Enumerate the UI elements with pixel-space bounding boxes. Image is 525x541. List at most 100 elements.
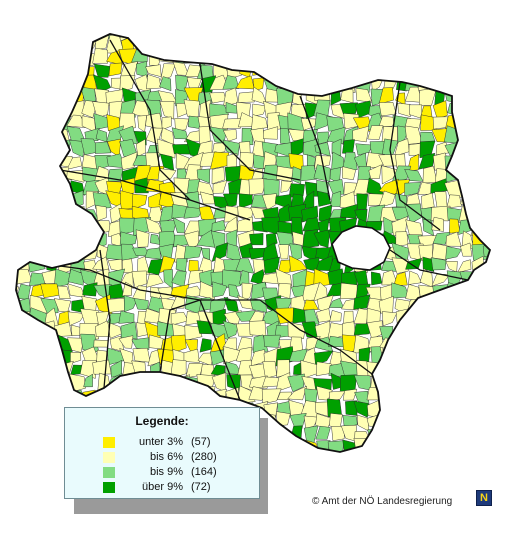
municipality-cell <box>288 183 305 198</box>
municipality-cell <box>144 247 161 260</box>
district-boundary <box>299 95 331 201</box>
municipality-cell <box>120 271 134 289</box>
municipality-cell <box>278 47 292 66</box>
municipality-cell <box>211 38 227 52</box>
municipality-cell <box>326 53 342 68</box>
municipality-cell <box>53 190 72 210</box>
municipality-cell <box>291 454 305 466</box>
municipality-cell <box>235 258 255 274</box>
municipality-cell <box>161 116 172 131</box>
municipality-cell <box>174 117 190 131</box>
municipality-cell <box>288 153 304 171</box>
municipality-cell <box>339 102 359 115</box>
municipality-cell <box>314 74 333 93</box>
municipality-cell <box>330 86 341 106</box>
municipality-cell <box>392 34 407 54</box>
municipality-cell <box>145 112 163 130</box>
municipality-cell <box>469 114 487 131</box>
municipality-cell <box>462 34 471 40</box>
legend-item-unter3: unter 3% (57) <box>103 436 211 450</box>
municipality-cell <box>433 34 448 40</box>
municipality-cell <box>252 334 269 354</box>
municipality-cell <box>498 412 512 429</box>
municipality-cell <box>444 346 464 363</box>
municipality-cell <box>406 426 421 440</box>
municipality-cell <box>406 361 422 379</box>
municipality-cell <box>105 387 124 402</box>
municipality-cell <box>20 178 34 198</box>
municipality-cell <box>486 359 490 378</box>
municipality-cell <box>249 298 268 313</box>
municipality-cell <box>291 217 304 235</box>
municipality-cell <box>131 193 148 211</box>
municipality-cell <box>132 347 151 363</box>
municipality-cell <box>131 337 150 350</box>
municipality-cell <box>40 439 58 452</box>
municipality-cell <box>331 61 341 81</box>
municipality-cell <box>317 450 330 452</box>
municipality-cell <box>222 118 243 129</box>
municipality-cell <box>394 34 411 42</box>
municipality-cell <box>274 34 293 40</box>
municipality-cell <box>157 138 176 159</box>
municipality-cell <box>16 60 20 81</box>
municipality-cell <box>497 295 511 309</box>
municipality-cell <box>55 243 71 259</box>
municipality-cell <box>472 324 488 339</box>
municipality-cell <box>278 431 292 444</box>
municipality-cell <box>275 268 293 288</box>
municipality-cell <box>131 387 152 405</box>
municipality-cell <box>419 413 433 427</box>
municipality-cell <box>79 360 97 379</box>
municipality-cell <box>276 391 293 401</box>
legend-count: (164) <box>191 466 217 478</box>
municipality-cell <box>261 193 277 211</box>
municipality-cell <box>339 451 359 452</box>
municipality-cell <box>170 311 189 326</box>
municipality-cell <box>469 61 486 81</box>
municipality-cell <box>291 65 304 80</box>
municipality-cell <box>16 347 31 367</box>
municipality-cell <box>278 244 290 260</box>
municipality-cell <box>28 140 44 158</box>
municipality-cell <box>409 34 424 42</box>
municipality-cell <box>158 243 174 262</box>
municipality-cell <box>209 92 227 104</box>
municipality-cell <box>496 191 513 209</box>
municipality-cell <box>404 65 422 77</box>
municipality-cell <box>16 166 30 182</box>
municipality-cell <box>395 413 406 429</box>
municipality-cell <box>497 179 512 196</box>
municipality-cell <box>29 167 47 185</box>
municipality-cell <box>445 261 458 273</box>
municipality-cell <box>16 415 22 432</box>
legend-count: (280) <box>191 451 217 463</box>
municipality-cell <box>406 385 422 402</box>
municipality-cell <box>56 217 74 233</box>
noe-logo: N <box>476 490 492 506</box>
municipality-cell <box>183 206 204 219</box>
municipality-cell <box>222 129 237 142</box>
municipality-cell <box>108 283 125 299</box>
municipality-cell <box>482 190 490 211</box>
municipality-cell <box>391 336 410 354</box>
municipality-cell <box>304 308 320 325</box>
municipality-cell <box>331 138 342 156</box>
municipality-cell <box>67 337 84 353</box>
municipality-cell <box>170 334 187 354</box>
municipality-cell <box>251 114 268 131</box>
municipality-cell <box>196 320 213 335</box>
municipality-cell <box>158 39 173 54</box>
municipality-cell <box>28 453 45 468</box>
municipality-cell <box>404 413 420 428</box>
municipality-cell <box>469 307 489 328</box>
municipality-cell <box>497 170 509 180</box>
municipality-cell <box>419 60 438 80</box>
municipality-cell <box>41 63 57 75</box>
municipality-cell <box>118 335 134 349</box>
municipality-cell <box>57 285 71 299</box>
municipality-cell <box>290 138 304 159</box>
municipality-cell <box>354 36 371 51</box>
municipality-cell <box>108 62 123 77</box>
municipality-cell <box>383 442 398 452</box>
